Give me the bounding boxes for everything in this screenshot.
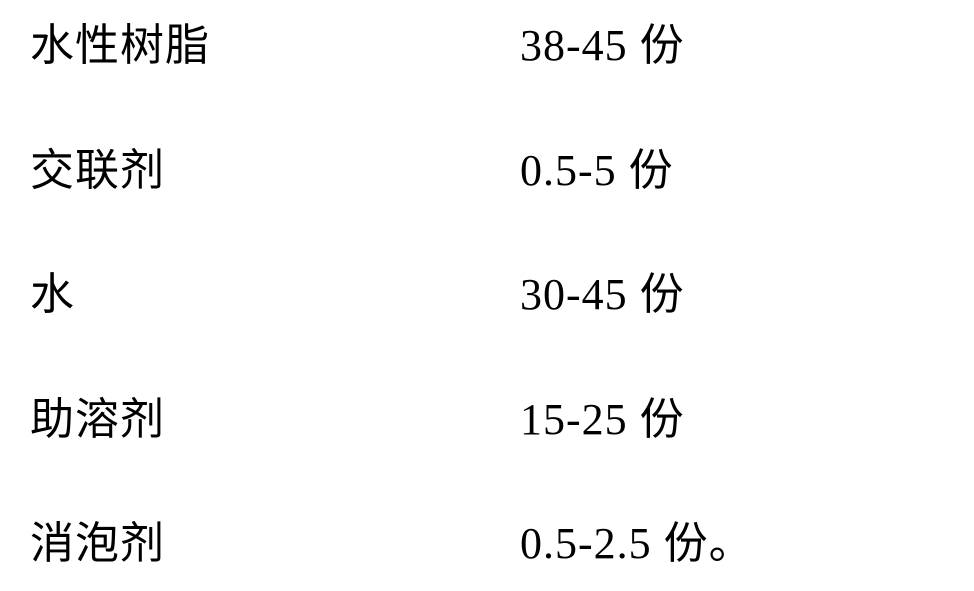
ingredient-value: 0.5-2.5 份。: [520, 518, 754, 571]
ingredient-label: 水: [30, 269, 520, 322]
ingredient-label: 水性树脂: [30, 20, 520, 73]
table-row: 水性树脂 38-45 份: [30, 20, 944, 73]
table-row: 助溶剂 15-25 份: [30, 394, 944, 447]
ingredient-label: 助溶剂: [30, 394, 520, 447]
ingredient-value: 30-45 份: [520, 269, 685, 322]
table-row: 交联剂 0.5-5 份: [30, 145, 944, 198]
ingredient-value: 0.5-5 份: [520, 145, 674, 198]
table-row: 消泡剂 0.5-2.5 份。: [30, 518, 944, 571]
composition-table: 水性树脂 38-45 份 交联剂 0.5-5 份 水 30-45 份 助溶剂 1…: [0, 0, 974, 591]
ingredient-label: 交联剂: [30, 145, 520, 198]
ingredient-label: 消泡剂: [30, 518, 520, 571]
ingredient-value: 38-45 份: [520, 20, 685, 73]
table-row: 水 30-45 份: [30, 269, 944, 322]
ingredient-value: 15-25 份: [520, 394, 685, 447]
